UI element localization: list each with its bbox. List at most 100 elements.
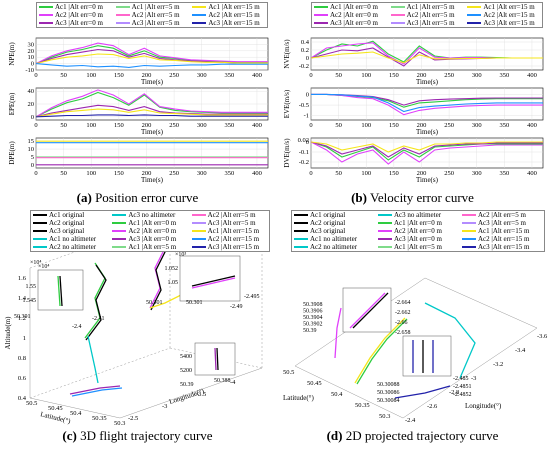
y-tick-label: -0.5 [299,102,309,109]
legend-swatch [192,22,207,24]
legend-swatch [294,246,308,248]
legend-c-item: Ac1 no altimeter [31,235,110,243]
y-tick-label: -0.2 [299,159,309,166]
legend-c-item: Ac1 |Alt err=15 m [190,227,269,235]
series-line-ac1_0 [310,141,543,161]
legend-velocity-error: Ac1 |Alt err=0 m Ac1 |Alt err=5 m Ac1 |Alt… [311,2,543,28]
legend-label: Ac2 |Alt err=0 m [394,227,442,235]
legend-c-item: Ac3 |Alt err=5 m [190,219,269,227]
trajectory-original [85,264,107,341]
inset-x-tick: 50.3902 [303,322,323,328]
trajectory-no_alt [424,302,476,379]
legend-swatch [112,238,127,240]
series-line-ac3_15 [35,114,268,118]
x-tick-label: 350 [224,72,234,79]
caption-c: (c) 3D flight trajectory curve [0,428,275,444]
y-tick-label: 0 [31,61,34,68]
x-tick-label: 250 [444,122,454,129]
legend-label: Ac1 |Alt err=15 m [483,3,535,11]
x-tick-label: 0 [309,122,312,129]
x-tick-label: 400 [252,122,262,129]
axis-edge [29,217,171,269]
legend-d-item: Ac1 |Alt err=5 m [376,243,460,251]
inset-x-tick: 50.30088 [377,382,400,388]
legend-label: Ac1 |Alt err=0 m [128,219,177,227]
legend-swatch [294,214,308,216]
series-line-ac2_15 [311,93,543,113]
legend-c-item: Ac2 no altimeter [31,243,110,251]
inset-x-tick: 50.39 [303,328,317,334]
x-tick-label: 100 [86,170,96,177]
legend-c-item: Ac2 |Alt err=0 m [110,227,189,235]
x-tick-label: 150 [114,122,124,129]
x-tick-label: 0 [34,170,37,177]
legend-label: Ac2 |Alt err=5 m [406,11,455,19]
y-tick-label: -2.5 [128,415,138,422]
x-tick-label: 350 [499,170,509,177]
inset-y-tick: -2.66 [395,320,408,326]
x-tick-label: 250 [444,170,454,177]
legend-swatch [39,22,53,24]
z-tick-label: 1.2 [18,315,26,322]
legend-label: Ac2 |Alt err=5 m [207,211,256,219]
legend-swatch [314,6,328,8]
legend-b-item: Ac1 |Alt err=0 m [312,3,389,11]
y-tick-label: -4 [230,379,236,386]
inset-exponent: ×10³ [175,252,186,258]
x-tick-label: 300 [472,72,482,79]
y-tick-label: -3.4 [515,347,526,354]
inset-y-tick: 1.55 [26,284,37,290]
x-tick-label: 50.3 [114,420,125,427]
legend-swatch [378,238,392,240]
axis-edge [29,397,121,419]
x-tick-label: 100 [86,72,96,79]
series-line-ac3_0 [310,141,543,158]
legend-d-item: Ac2 no altimeter [292,243,376,251]
legend-swatch [462,230,476,232]
legend-d-item: Ac1 original [292,211,376,219]
plot-frame [310,87,544,121]
series-line-ac1_15 [35,108,268,118]
legend-b-item: Ac3 |Alt err=0 m [312,19,389,27]
legend-position-error: Ac1 |Alt err=0 m Ac1 |Alt err=5 m Ac1 |Alt… [36,2,268,28]
legend-c-item: Ac1 |Alt err=0 m [110,219,189,227]
x-tick-label: 200 [417,72,427,79]
legend-label: Ac3 |Alt err=15 m [478,243,530,251]
series-line-ac2_0 [35,42,268,65]
y-tick-label: 0 [31,114,34,121]
x-tick-label: 200 [417,170,427,177]
legend-swatch [112,230,127,232]
z-tick-label: 0.4 [18,395,27,402]
legend-swatch [192,14,207,16]
legend-label: Ac1 original [49,211,85,219]
x-tick-label: 50.4 [331,391,343,398]
legend-label: Ac2 no altimeter [49,243,97,251]
legend-b-item: Ac3 |Alt err=5 m [389,19,466,27]
y-tick-label: 0 [306,139,309,146]
legend-label: Ac2 |Alt err=5 m [131,11,180,19]
legend-label: Ac1 |Alt err=5 m [394,243,442,251]
caption-a-text: Position error curve [91,190,199,205]
legend-b-item: Ac1 |Alt err=15 m [465,3,542,11]
y-tick-label: -3.5 [196,391,206,398]
y-axis-label: EVE(m/s) [283,89,291,118]
legend-swatch [467,14,482,16]
legend-label: Ac2 |Alt err=0 m [330,11,378,19]
panel-velocity-error: Ac1 |Alt err=0 m Ac1 |Alt err=5 m Ac1 |Alt… [275,0,550,190]
inset-x-tick: 50.39 [180,382,194,388]
inset-trajectory [191,277,236,289]
x-tick-label: 250 [169,122,179,129]
legend-b-item: Ac2 |Alt err=5 m [389,11,466,19]
legend-label: Ac3 |Alt err=15 m [483,19,535,27]
x-tick-label: 50.3 [379,413,390,420]
legend-swatch [314,14,328,16]
legend-b-item: Ac3 |Alt err=15 m [465,19,542,27]
x-tick-label: 300 [197,170,207,177]
legend-swatch [378,230,392,232]
legend-swatch [462,246,476,248]
legend-d-item: Ac1 no altimeter [292,235,376,243]
y-tick-label: -3 [471,375,476,382]
legend-c-item: Ac2 |Alt err=15 m [190,235,269,243]
inset-y-tick: -2.4851 [453,384,472,390]
legend-label: Ac1 |Alt err=15 m [478,227,530,235]
